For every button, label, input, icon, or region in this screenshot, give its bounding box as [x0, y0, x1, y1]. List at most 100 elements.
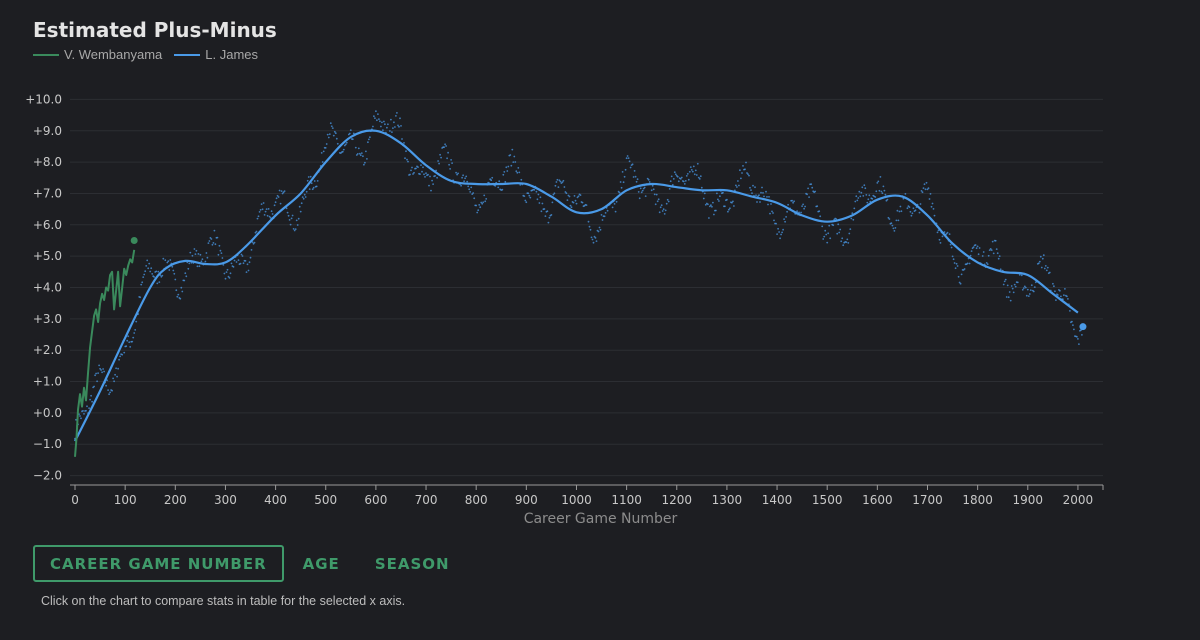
james-game-dot [628, 160, 631, 163]
james-game-dot [1009, 299, 1012, 302]
james-game-dot [189, 251, 192, 254]
james-game-dot [91, 400, 93, 403]
james-game-dot [505, 166, 508, 169]
james-game-dot [698, 178, 701, 180]
james-game-dot [761, 186, 763, 189]
james-game-dot [643, 186, 646, 189]
james-game-dot [767, 203, 769, 206]
james-game-dot [800, 211, 802, 214]
y-tick-label: +4.0 [33, 281, 62, 295]
james-game-dot [837, 223, 840, 226]
james-game-dot [653, 193, 656, 196]
james-game-dot [328, 133, 331, 135]
james-game-dot [564, 191, 567, 193]
james-game-dot [949, 243, 952, 246]
james-game-dot [640, 191, 643, 194]
tab-season[interactable]: SEASON [374, 554, 450, 573]
james-game-dot [410, 169, 412, 172]
james-game-dot [760, 191, 762, 194]
james-game-dot [404, 157, 406, 160]
james-game-dot [621, 171, 624, 173]
james-game-dot [624, 168, 627, 171]
james-game-dot [1016, 281, 1019, 284]
james-game-dot [399, 117, 401, 120]
james-game-dot [115, 367, 117, 370]
james-game-dot [1045, 269, 1048, 272]
james-game-dot [801, 205, 803, 207]
legend-item-james[interactable]: L. James [174, 47, 258, 62]
james-game-dot [688, 170, 691, 173]
james-game-dot [662, 208, 665, 211]
james-game-dot [118, 358, 120, 361]
james-game-dot [176, 295, 179, 298]
james-game-dot [177, 293, 180, 296]
james-game-dot [374, 117, 376, 119]
james-game-dot [96, 380, 98, 383]
james-game-dot [303, 193, 306, 196]
james-game-dot [898, 210, 901, 213]
james-game-dot [773, 219, 775, 222]
james-game-dot [386, 126, 388, 129]
james-game-dot [791, 199, 793, 202]
james-game-dot [252, 242, 255, 245]
james-game-dot [658, 211, 661, 214]
james-game-dot [741, 172, 743, 174]
james-game-dot [826, 241, 829, 244]
james-game-dot [926, 188, 929, 191]
james-game-dot [579, 194, 582, 196]
james-game-dot [119, 355, 121, 358]
james-game-dot [620, 186, 623, 189]
james-game-dot [855, 195, 858, 198]
james-game-dot [954, 267, 957, 270]
james-game-dot [173, 272, 176, 275]
plus-minus-chart[interactable]: −2.0 −1.0 +0.0 +1.0 +2.0 +3.0 +4.0 +5.0 +6.0 +7.0… [0, 80, 1200, 535]
james-game-dot [572, 201, 575, 204]
james-game-dot [707, 203, 709, 206]
james-game-dot [1048, 271, 1051, 274]
james-game-dot [811, 186, 814, 189]
james-game-dot [890, 222, 893, 225]
james-game-dot [503, 171, 506, 173]
james-game-dot [952, 258, 955, 261]
james-game-dot [904, 193, 907, 195]
james-game-dot [188, 262, 191, 265]
james-game-dot [250, 249, 253, 251]
james-game-dot [641, 189, 644, 192]
james-game-dot [747, 173, 749, 175]
james-game-dot [745, 161, 747, 164]
james-game-dot [660, 204, 663, 207]
james-game-dot [814, 190, 817, 193]
james-game-dot [673, 171, 676, 174]
james-game-dot [181, 290, 184, 293]
james-game-dot [506, 170, 509, 172]
james-game-dot [326, 133, 329, 136]
james-game-dot [392, 127, 394, 129]
tab-age[interactable]: AGE [302, 554, 340, 573]
james-game-dot [191, 254, 194, 257]
james-game-dot [666, 198, 669, 201]
james-game-dot [327, 136, 330, 139]
james-game-dot [401, 138, 403, 140]
james-game-dot [921, 191, 924, 194]
james-game-dot [351, 138, 354, 141]
james-game-dot [477, 209, 480, 212]
james-game-dot [498, 180, 501, 183]
james-game-dot [1041, 257, 1044, 260]
james-game-dot [95, 372, 97, 375]
james-game-dot [395, 115, 397, 117]
legend-item-wembanyama[interactable]: V. Wembanyama [33, 47, 162, 62]
james-game-dot [80, 417, 82, 420]
james-game-dot [892, 227, 895, 230]
james-game-dot [320, 152, 323, 154]
james-game-dot [593, 235, 596, 238]
james-game-dot [396, 112, 398, 114]
james-game-dot [419, 173, 421, 175]
james-game-dot [866, 201, 869, 204]
tab-career-game-number[interactable]: CAREER GAME NUMBER [33, 545, 284, 582]
x-tick-label: 500 [314, 493, 337, 507]
james-game-dot [266, 214, 269, 217]
x-tick-label: 1800 [962, 493, 993, 507]
james-game-dot [759, 201, 761, 203]
james-game-dot [1053, 285, 1055, 288]
james-game-dot [994, 239, 997, 242]
